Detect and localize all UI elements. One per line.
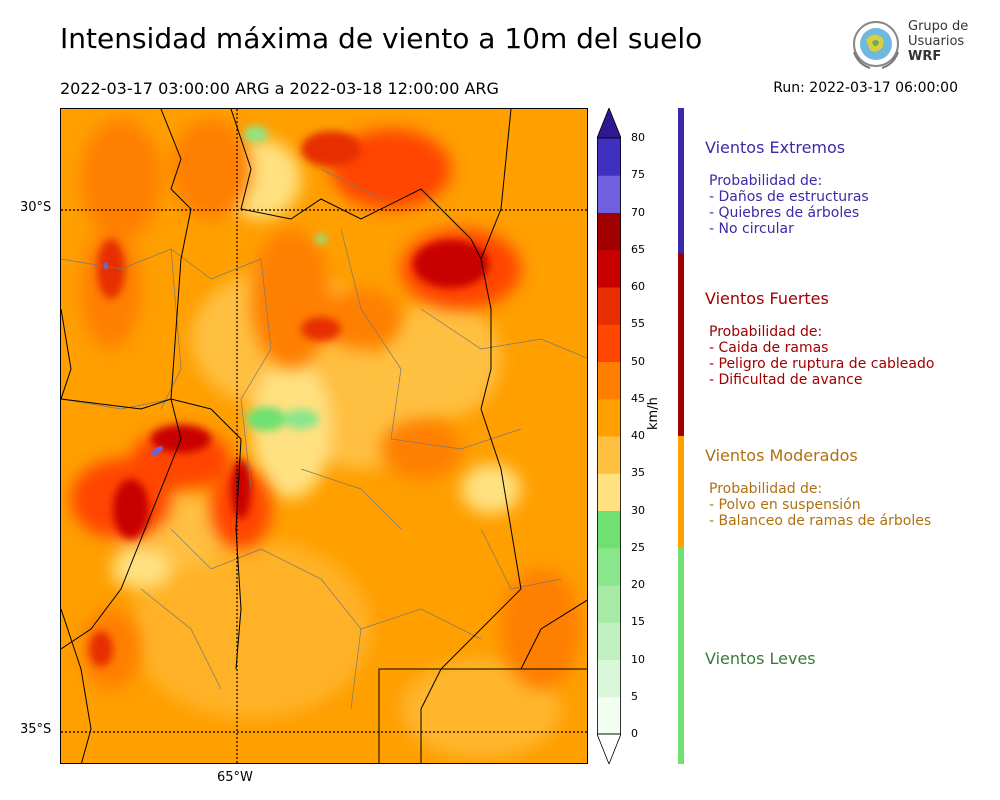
category-line: - No circular (709, 221, 794, 237)
colorbar-extend-max (597, 108, 621, 139)
colorbar-segment (597, 138, 621, 176)
colorbar-tick-label: 65 (631, 242, 645, 256)
colorbar-tick-label: 10 (631, 652, 645, 666)
lat-label-35s: 35°S (20, 722, 52, 737)
colorbar-tick-label: 0 (631, 727, 638, 740)
category-line: Probabilidad de: (709, 324, 823, 340)
wrf-logo: Grupo de Usuarios WRF (848, 18, 968, 72)
category-line: Probabilidad de: (709, 173, 823, 189)
category-strong-body: Probabilidad de: - Caida de ramas - Peli… (709, 324, 934, 388)
colorbar-segment (597, 249, 621, 288)
colorbar-tick-label: 70 (631, 205, 645, 219)
colorbar-units: km/h (646, 397, 661, 430)
graticule (61, 109, 587, 763)
sidebar-moderate (678, 436, 684, 547)
wind-extreme-spot (104, 262, 108, 270)
category-line: - Caida de ramas (709, 340, 829, 356)
province-boundaries (61, 109, 587, 763)
colorbar-segment (597, 659, 621, 698)
sidebar-strong (678, 253, 684, 436)
category-moderate-title: Vientos Moderados (705, 446, 858, 465)
colorbar-tick-label: 45 (631, 391, 645, 405)
colorbar-tick-label: 20 (631, 578, 645, 591)
category-line: Probabilidad de: (709, 481, 823, 497)
colorbar-tick-label: 15 (631, 615, 645, 629)
colorbar-segment (597, 212, 621, 251)
category-line: - Daños de estructuras (709, 189, 869, 205)
wind-extreme-spot (151, 446, 163, 456)
category-line: - Polvo en suspensión (709, 497, 861, 513)
wind-map-canvas (61, 109, 587, 763)
colorbar-tick-label: 30 (631, 503, 645, 517)
wind-map (60, 108, 588, 764)
colorbar-segment (597, 510, 621, 549)
colorbar-segment (597, 473, 621, 511)
category-line: - Balanceo de ramas de árboles (709, 513, 932, 529)
category-line: - Dificultad de avance (709, 372, 863, 388)
colorbar-segment (597, 324, 621, 362)
category-line: - Peligro de ruptura de cableado (709, 356, 935, 372)
category-strong-title: Vientos Fuertes (705, 289, 829, 308)
category-extreme-body: Probabilidad de: - Daños de estructuras … (709, 173, 869, 237)
colorbar-tick-label: 55 (631, 317, 645, 331)
colorbar-tick-label: 35 (631, 466, 645, 480)
category-light-title: Vientos Leves (705, 649, 816, 668)
sidebar-extreme (678, 108, 684, 253)
logo-line-1: Grupo de (908, 19, 969, 34)
colorbar-segment (597, 436, 621, 474)
colorbar-segment (597, 585, 621, 623)
colorbar-extend-min (597, 733, 621, 764)
colorbar-segment (597, 398, 621, 437)
colorbar-tick-label: 75 (631, 168, 645, 182)
lat-label-30s: 30°S (20, 200, 52, 215)
colorbar-segment (597, 696, 621, 735)
globe-seal-icon (853, 21, 899, 69)
sidebar-light (678, 547, 684, 764)
category-moderate-body: Probabilidad de: - Polvo en suspensión -… (709, 481, 931, 529)
colorbar-segment (597, 287, 621, 325)
forecast-period: 2022-03-17 03:00:00 ARG a 2022-03-18 12:… (60, 79, 499, 98)
colorbar-segment (597, 547, 621, 586)
colorbar-tick-label: 80 (631, 131, 645, 144)
category-extreme-title: Vientos Extremos (705, 138, 846, 157)
colorbar-tick-label: 40 (631, 429, 645, 442)
wind-very-strong-areas (89, 131, 489, 667)
colorbar-segment (597, 175, 621, 213)
colorbar (597, 108, 621, 764)
department-boundaries (61, 168, 587, 710)
logo-line-3: WRF (908, 49, 942, 64)
colorbar-tick-label: 50 (631, 354, 645, 368)
logo-line-2: Usuarios (908, 34, 965, 49)
map-title: Intensidad máxima de viento a 10m del su… (60, 22, 703, 55)
colorbar-tick-label: 25 (631, 540, 645, 554)
colorbar-tick-label: 5 (631, 689, 638, 703)
colorbar-segment (597, 622, 621, 660)
colorbar-tick-label: 60 (631, 280, 645, 293)
run-timestamp: Run: 2022-03-17 06:00:00 (773, 80, 958, 96)
lon-label-65w: 65°W (217, 770, 253, 785)
category-line: - Quiebres de árboles (709, 205, 860, 221)
colorbar-segment (597, 361, 621, 400)
wind-light-areas (244, 126, 327, 431)
